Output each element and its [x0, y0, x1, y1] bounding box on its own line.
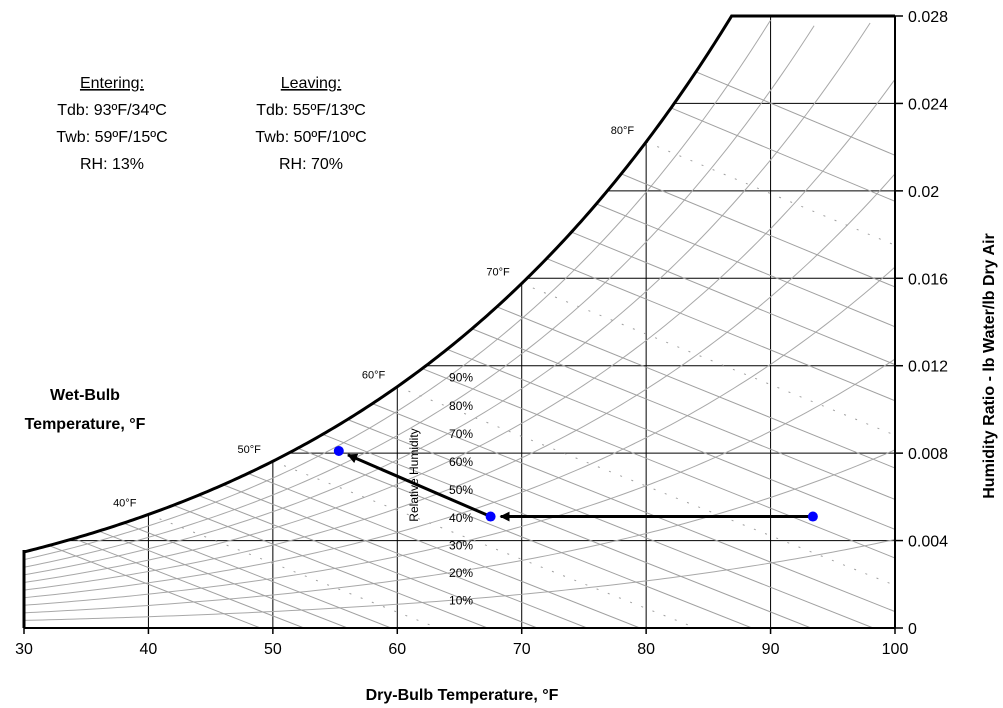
wet-bulb-line [48, 545, 261, 628]
wet-bulb-line [496, 306, 895, 469]
wet-bulb-label: 80°F [611, 125, 635, 137]
leaving-info: Leaving: Tdb: 55ºF/13ºC Twb: 50ºF/10ºC R… [255, 75, 366, 173]
axes [22, 15, 903, 634]
rh-curve [23, 449, 896, 614]
rh-curve [23, 358, 896, 606]
rh-curve-label: 50% [449, 483, 473, 497]
wet-bulb-label: 40°F [113, 497, 137, 509]
entering-info: Entering: Tdb: 93ºF/34ºC Twb: 59ºF/15ºC … [56, 75, 167, 173]
wet-bulb-line [347, 419, 874, 628]
wet-bulb-line [421, 368, 895, 559]
x-tick-label: 70 [513, 641, 531, 658]
x-tick-label: 40 [140, 641, 158, 658]
wet-bulb-label: 50°F [237, 444, 261, 456]
rh-curve [23, 539, 896, 621]
rh-curve [23, 266, 896, 599]
wet-bulb-line [73, 538, 305, 628]
x-axis-title: Dry-Bulb Temperature, °F [366, 687, 559, 704]
wet-bulb-line [446, 348, 895, 530]
wet-bulb-line [596, 203, 895, 328]
intermediate-point [485, 511, 496, 522]
wet-bulb-line [471, 328, 895, 500]
y-tick-label: 0.02 [908, 184, 939, 201]
wet-bulb-lines [48, 71, 895, 628]
rh-curve-label: 40% [449, 511, 473, 525]
wet-bulb-line [546, 258, 895, 402]
entering-point [807, 511, 818, 522]
wet-bulb-line [621, 173, 895, 288]
curve-labels: 10% 20% 30% 40% 50% 60% 70% 80% 90% 40°F 50°F 60°F 7… [113, 125, 634, 608]
y-tick-label: 0.016 [908, 271, 948, 288]
process-lines [333, 445, 818, 522]
entering-rh: RH: 13% [80, 156, 144, 173]
rh-curve-label: 70% [449, 427, 473, 441]
wet-bulb-line [695, 71, 895, 156]
wet-bulb-line [98, 530, 348, 628]
y-axis-title: Humidity Ratio - lb Water/lb Dry Air [981, 233, 998, 499]
wet-bulb-line [247, 472, 641, 628]
saturation-line [23, 14, 895, 554]
x-tick-label: 80 [637, 641, 655, 658]
wet-bulb-line [173, 504, 488, 628]
wet-bulb-line [372, 403, 895, 613]
wet-bulb-title-line2: Temperature, °F [25, 416, 146, 433]
rh-curve [23, 22, 871, 576]
wet-bulb-line [222, 484, 588, 628]
x-tick-label: 30 [15, 641, 33, 658]
wet-bulb-line [297, 447, 753, 628]
rh-curve-label: 30% [449, 539, 473, 553]
x-tick-label: 100 [882, 641, 909, 658]
wet-bulb-label: 60°F [362, 370, 386, 382]
rh-curve-label: 80% [449, 399, 473, 413]
leaving-point [333, 445, 344, 456]
rh-curves [23, 19, 896, 621]
wet-bulb-line [521, 282, 895, 436]
entering-twb: Twb: 59ºF/15ºC [56, 129, 167, 146]
entering-tdb: Tdb: 93ºF/34ºC [57, 102, 167, 119]
y-tick-label: 0.008 [908, 446, 948, 463]
wet-bulb-line [571, 231, 895, 366]
y-tick-label: 0.028 [908, 9, 948, 26]
y-tick-label: 0.004 [908, 534, 948, 551]
leaving-twb: Twb: 50ºF/10ºC [255, 129, 366, 146]
rh-curve-label: 20% [449, 566, 473, 580]
rh-curve [23, 78, 896, 583]
rh-curve-label: 10% [449, 594, 473, 608]
wet-bulb-line [198, 494, 538, 628]
leaving-tdb: Tdb: 55ºF/13ºC [256, 102, 366, 119]
saturation-curve [23, 14, 895, 554]
wet-bulb-line [322, 433, 812, 628]
x-tick-label: 50 [264, 641, 282, 658]
rh-curve [23, 173, 896, 591]
y-tick-label: 0.024 [908, 96, 948, 113]
x-tick-label: 90 [762, 641, 780, 658]
leaving-rh: RH: 70% [279, 156, 343, 173]
cooling-process-line [347, 453, 492, 518]
rh-curve-label: 60% [449, 455, 473, 469]
y-tick-label: 0 [908, 621, 917, 638]
wet-bulb-label: 70°F [486, 266, 510, 278]
rh-curve-label: 90% [449, 371, 473, 385]
leaving-title: Leaving: [281, 75, 342, 92]
x-tick-label: 60 [388, 641, 406, 658]
wet-bulb-line [272, 460, 697, 628]
wet-bulb-line [123, 522, 392, 628]
entering-title: Entering: [80, 75, 144, 92]
wet-bulb-title-line1: Wet-Bulb [50, 387, 120, 404]
relative-humidity-title: Relative Humidity [407, 428, 421, 521]
rh-curve [23, 19, 771, 561]
wet-bulb-line [670, 107, 895, 202]
y-tick-label: 0.012 [908, 359, 948, 376]
tick-labels: 30 40 50 60 70 80 90 100 0 0.004 0.008 0.012 0.016 0.… [15, 9, 948, 658]
